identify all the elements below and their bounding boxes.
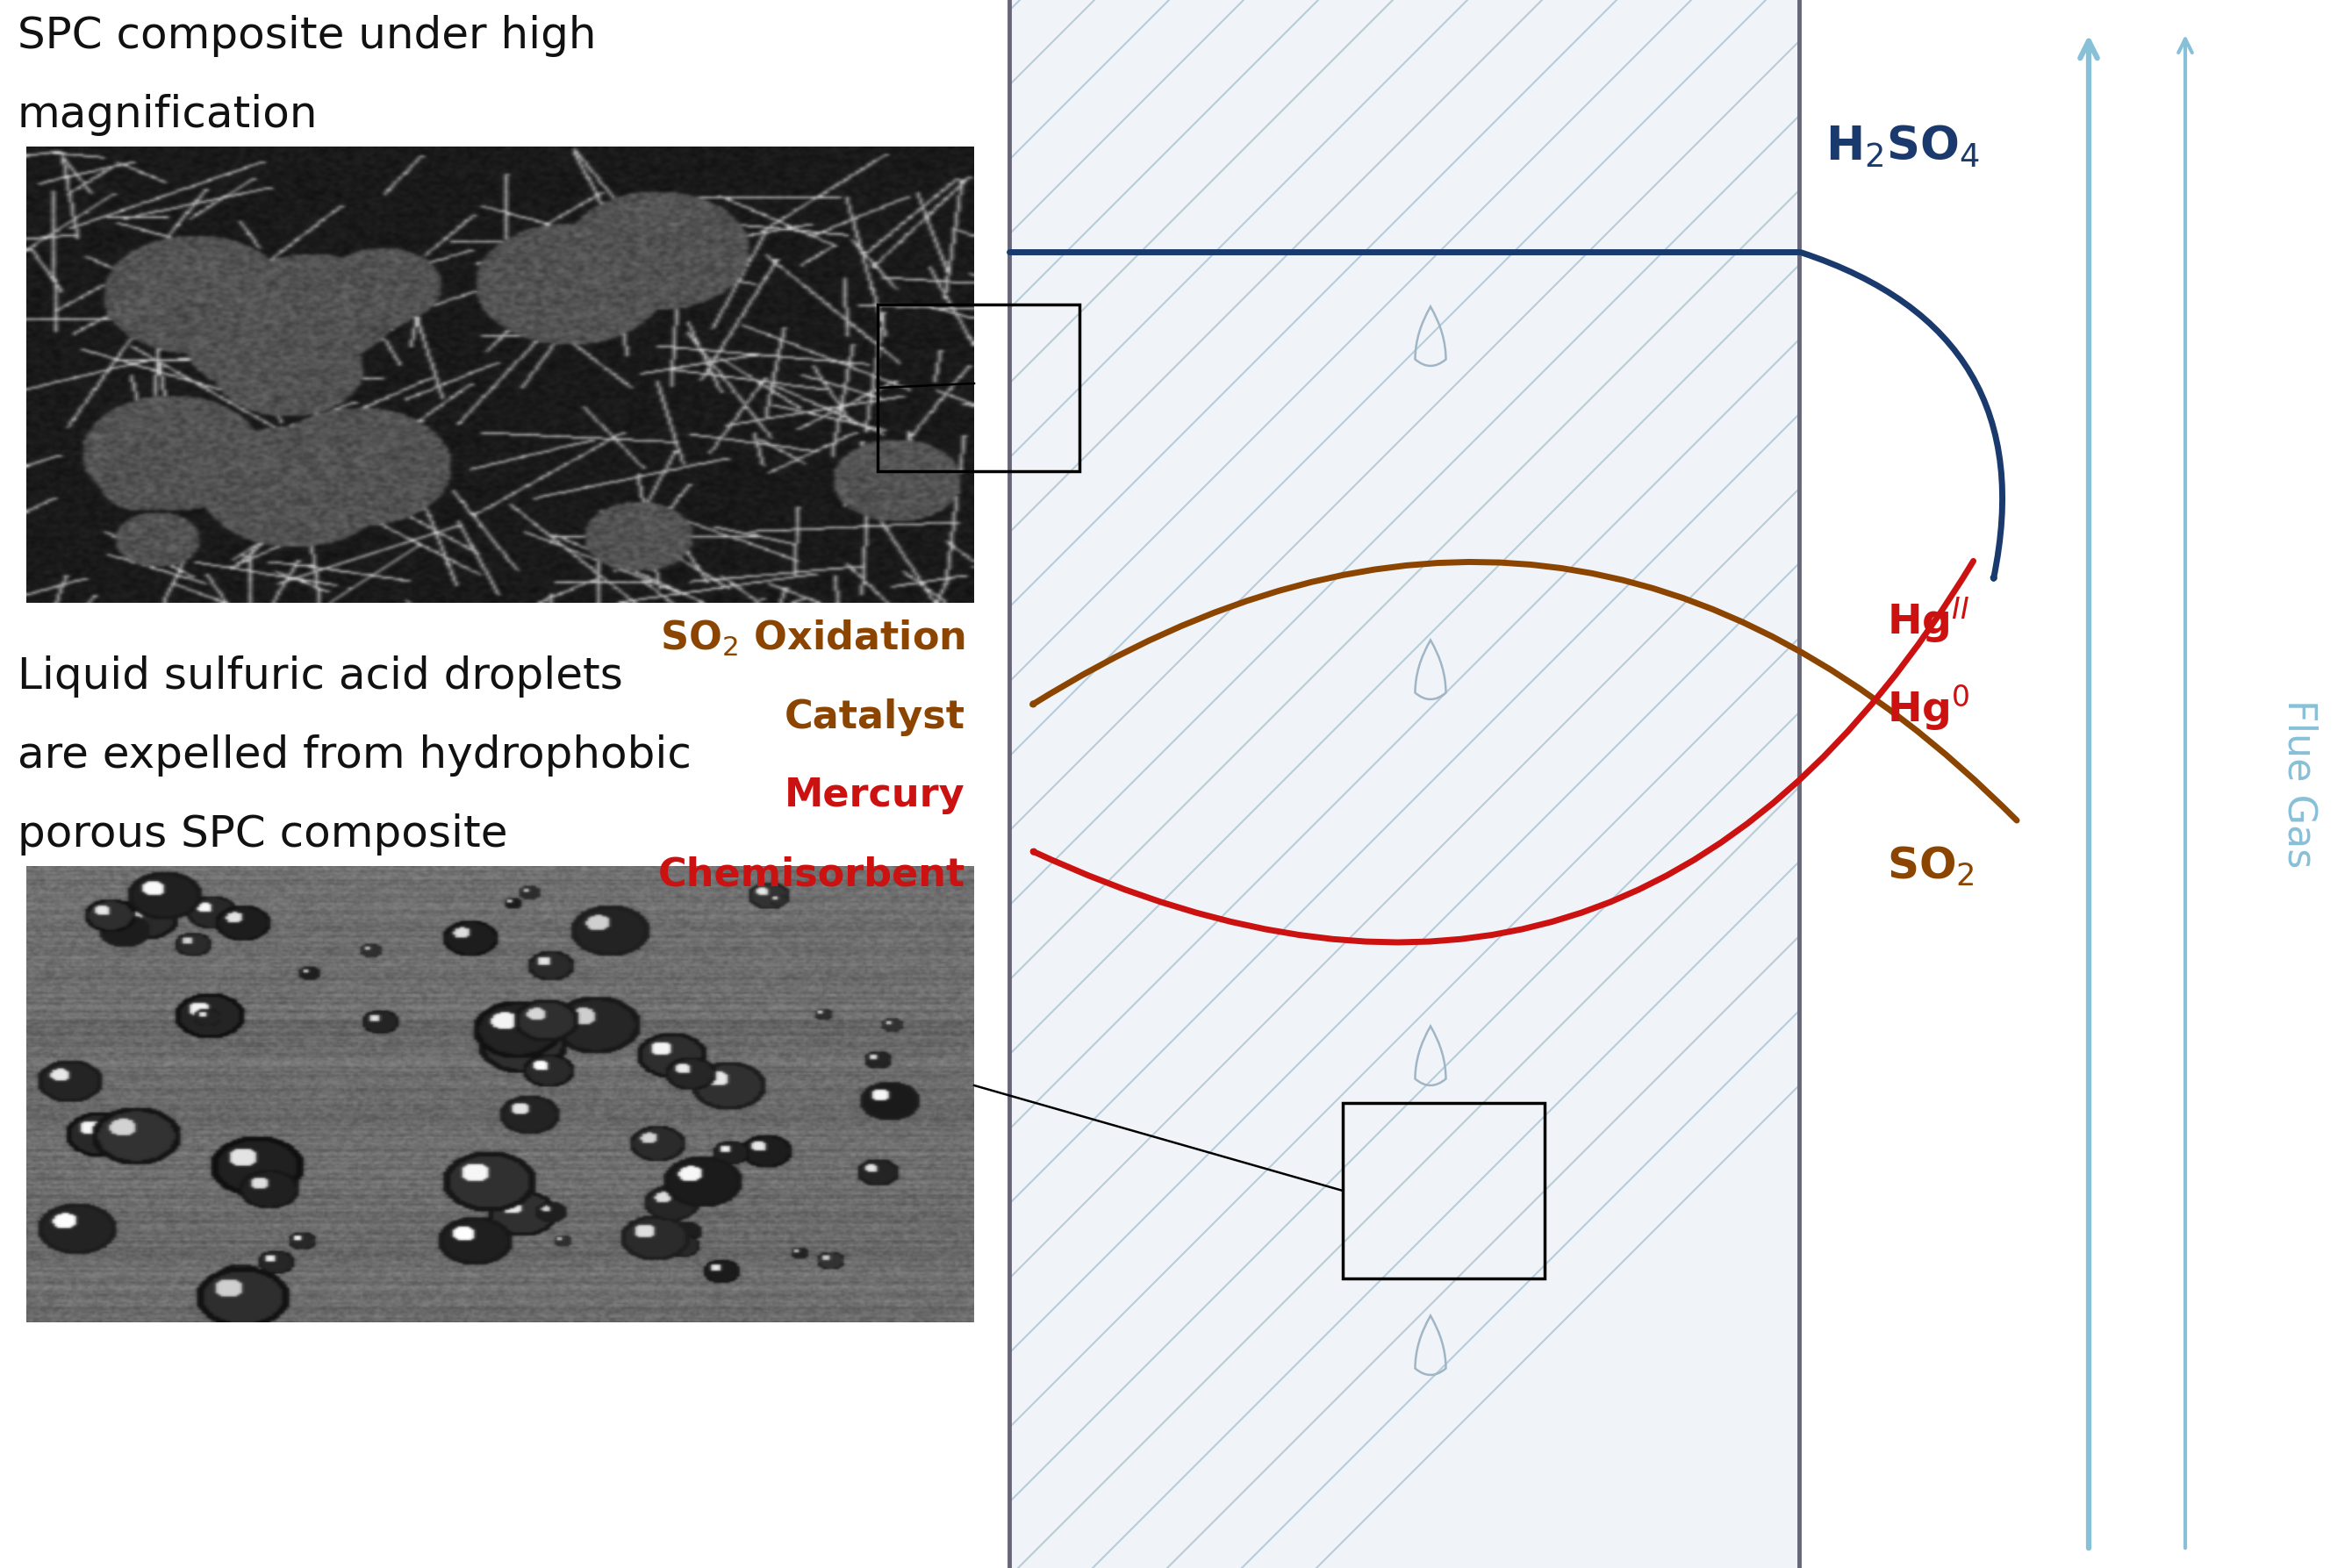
Text: Catalyst: Catalyst bbox=[786, 698, 964, 735]
Text: magnification: magnification bbox=[16, 94, 318, 136]
Text: H$_2$SO$_4$: H$_2$SO$_4$ bbox=[1825, 124, 1980, 169]
FancyArrowPatch shape bbox=[1033, 561, 2016, 820]
Text: SO$_2$ Oxidation: SO$_2$ Oxidation bbox=[661, 618, 964, 657]
Text: Flue Gas: Flue Gas bbox=[2281, 699, 2319, 869]
Bar bbox=[1009, 0, 1799, 1568]
Bar bbox=[877, 304, 1080, 472]
Text: are expelled from hydrophobic: are expelled from hydrophobic bbox=[16, 734, 691, 776]
Text: porous SPC composite: porous SPC composite bbox=[16, 814, 508, 856]
Text: SPC composite under high: SPC composite under high bbox=[16, 16, 597, 56]
Text: Hg$^{II}$: Hg$^{II}$ bbox=[1886, 594, 1969, 646]
Text: SO$_2$: SO$_2$ bbox=[1886, 845, 1976, 887]
FancyArrowPatch shape bbox=[1802, 252, 2002, 579]
Bar bbox=[1343, 1102, 1545, 1278]
Text: Hg$^0$: Hg$^0$ bbox=[1886, 684, 1971, 734]
FancyArrowPatch shape bbox=[1033, 561, 1973, 942]
Text: Chemisorbent: Chemisorbent bbox=[659, 856, 964, 894]
Text: Mercury: Mercury bbox=[786, 778, 964, 815]
Text: Liquid sulfuric acid droplets: Liquid sulfuric acid droplets bbox=[16, 655, 623, 698]
